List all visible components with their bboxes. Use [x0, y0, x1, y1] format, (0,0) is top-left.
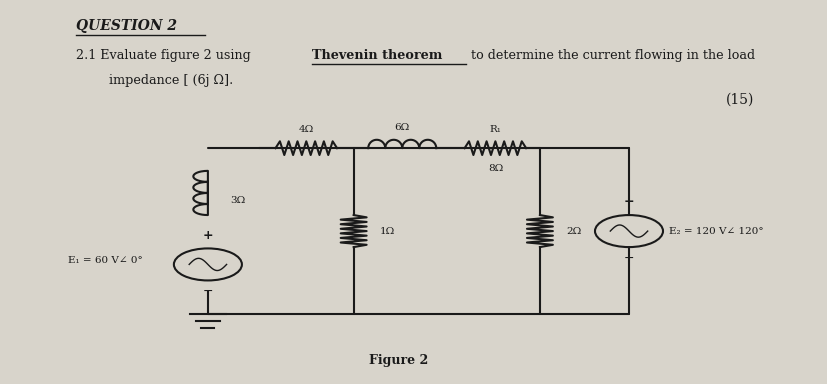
Text: +: +	[623, 195, 633, 208]
Text: E₂ = 120 V∠ 120°: E₂ = 120 V∠ 120°	[669, 227, 763, 235]
Text: impedance [ (6j Ω].: impedance [ (6j Ω].	[109, 74, 233, 87]
Text: Thevenin theorem: Thevenin theorem	[311, 49, 442, 62]
Text: to determine the current flowing in the load: to determine the current flowing in the …	[466, 49, 754, 62]
Text: (15): (15)	[725, 93, 753, 107]
Text: +: +	[203, 228, 213, 242]
Text: QUESTION 2: QUESTION 2	[76, 18, 177, 33]
Text: R₁: R₁	[489, 125, 500, 134]
Text: 2.1 Evaluate figure 2 using: 2.1 Evaluate figure 2 using	[76, 49, 255, 62]
Text: 3Ω: 3Ω	[230, 196, 246, 205]
Text: 2Ω: 2Ω	[565, 227, 581, 235]
Text: 1Ω: 1Ω	[379, 227, 394, 235]
Text: E₁ = 60 V∠ 0°: E₁ = 60 V∠ 0°	[69, 256, 143, 265]
Text: −: −	[623, 252, 633, 265]
Text: −: −	[203, 285, 213, 298]
Text: Figure 2: Figure 2	[368, 354, 428, 367]
Text: 8Ω: 8Ω	[487, 164, 502, 173]
Text: 6Ω: 6Ω	[394, 123, 409, 132]
Text: 4Ω: 4Ω	[299, 125, 313, 134]
